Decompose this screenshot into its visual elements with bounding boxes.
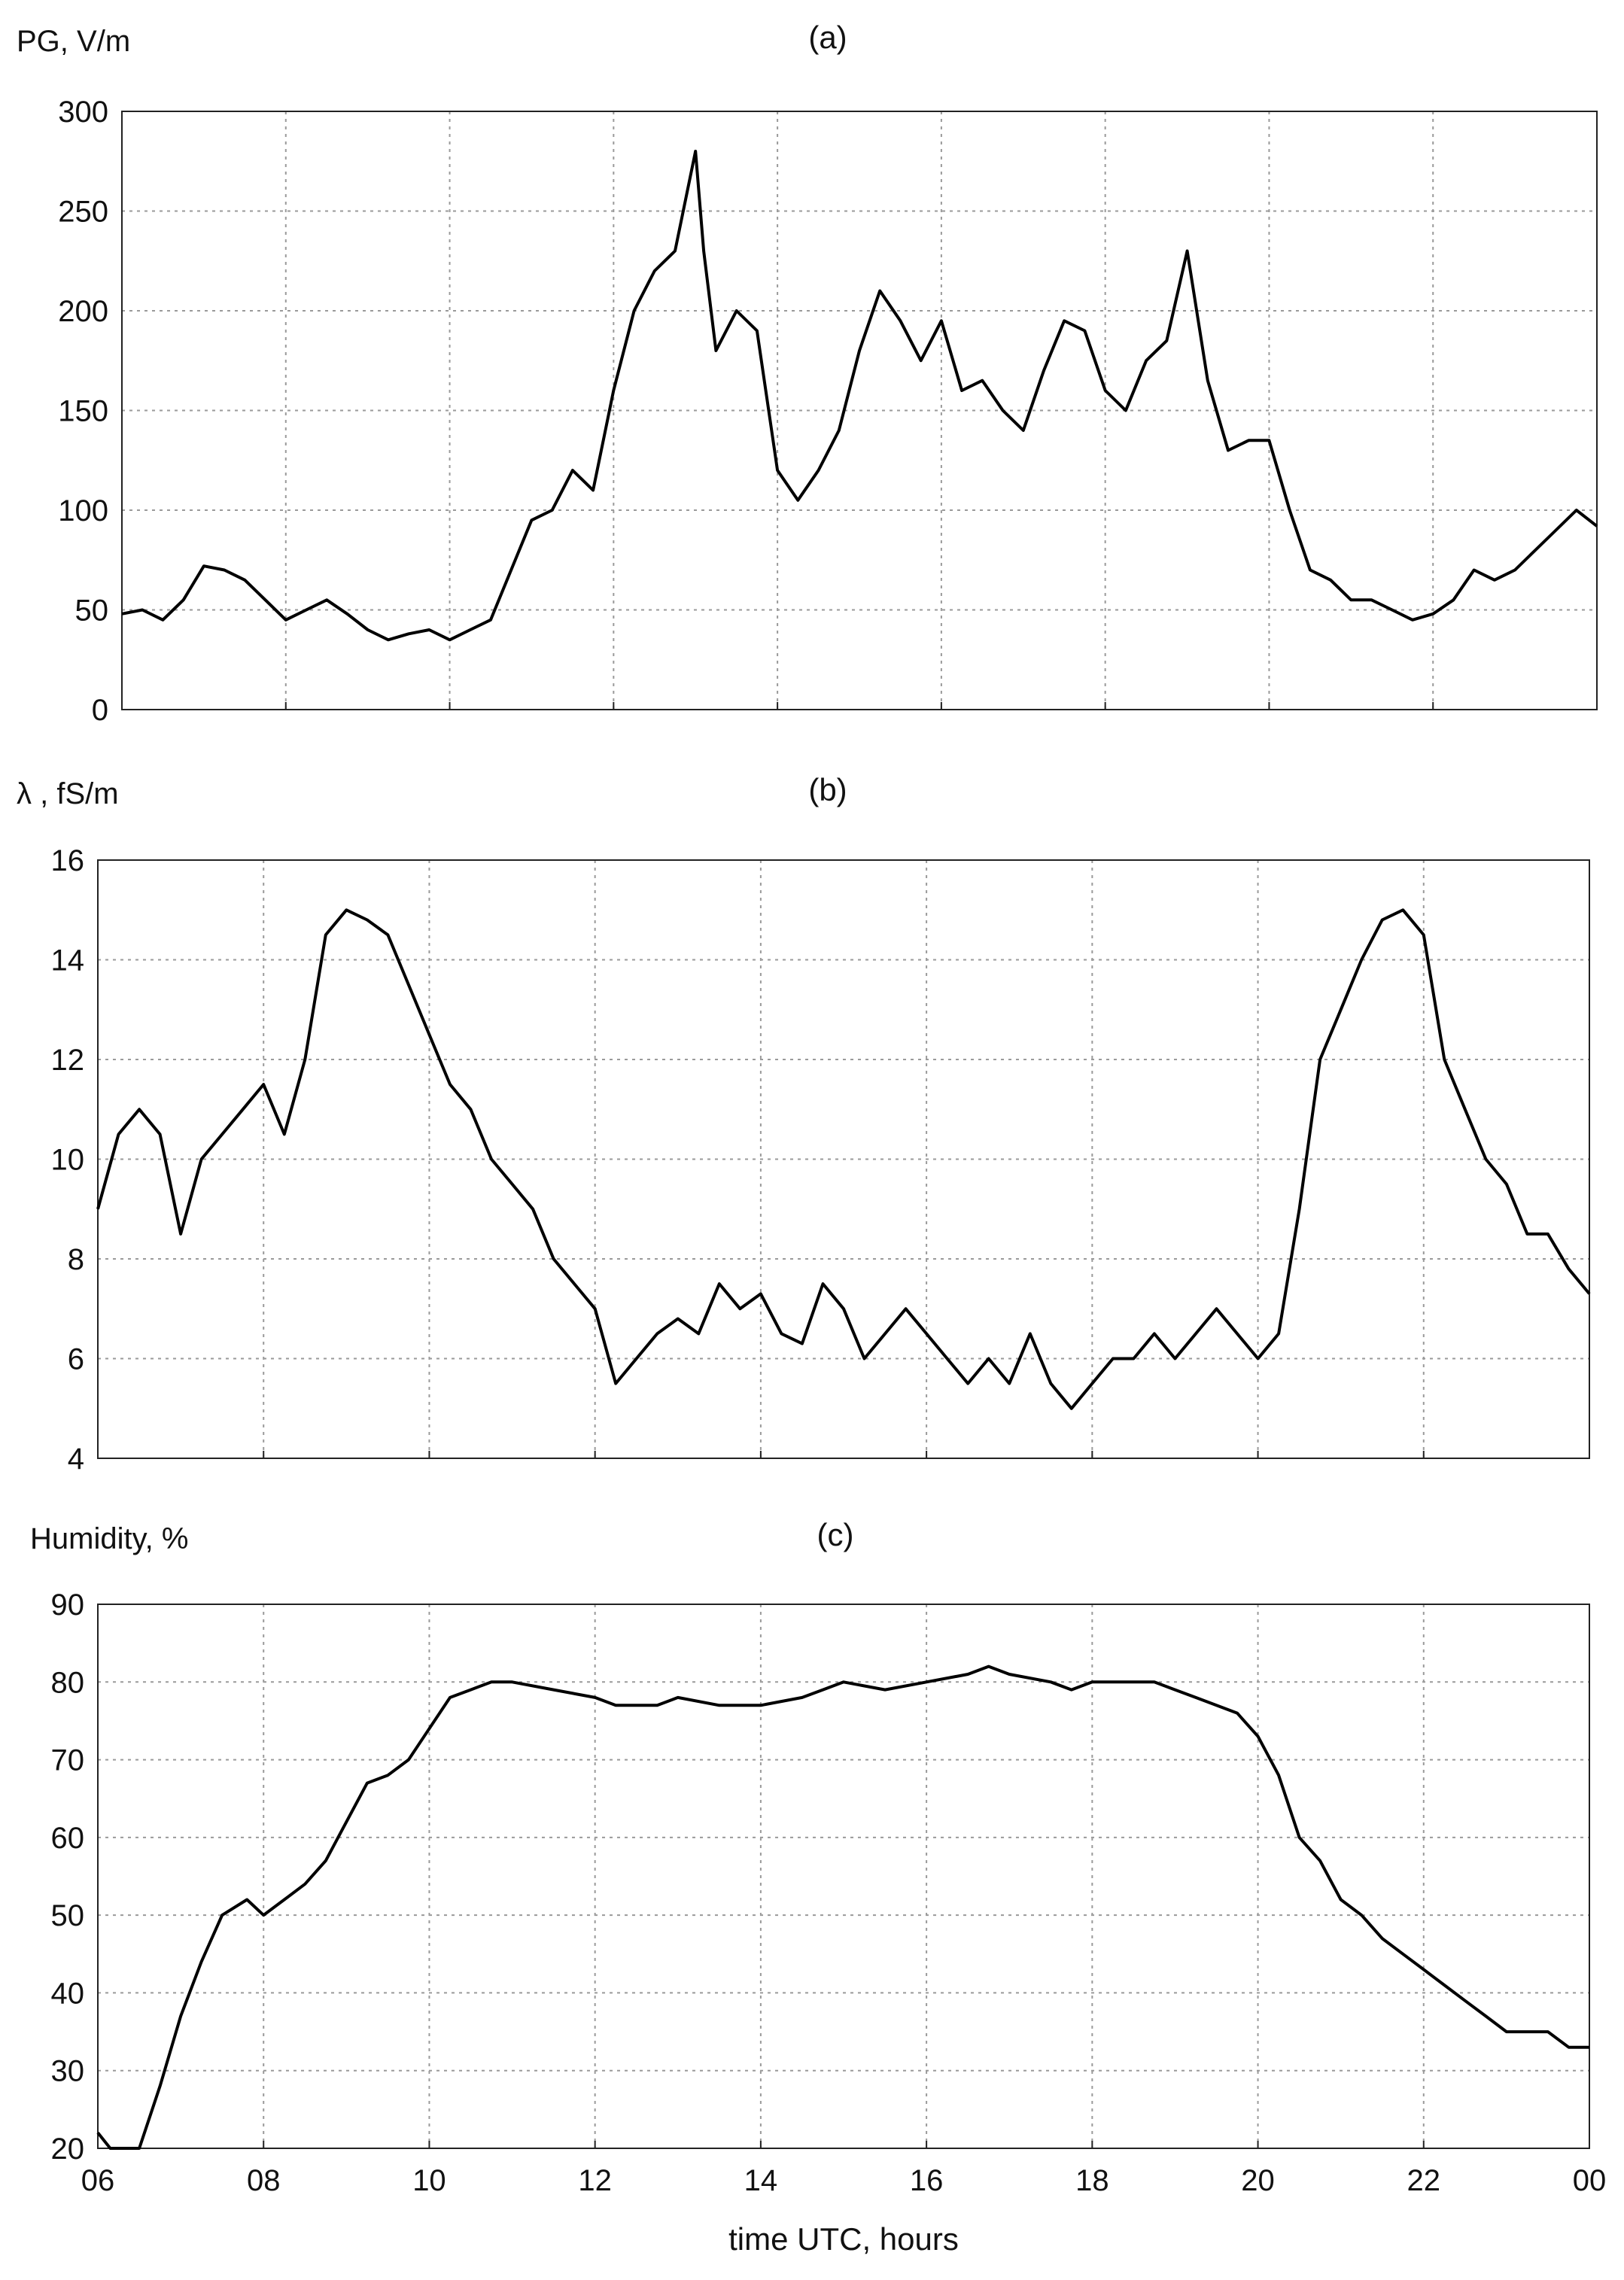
panel-a-ytick-label: 300 — [58, 96, 108, 129]
panel-a-plot-area — [121, 111, 1598, 710]
panel-a-series-line — [121, 150, 1598, 642]
panel-a-ylabel: PG, V/m — [17, 25, 130, 58]
panel-c-ytick-label: 70 — [51, 1744, 85, 1777]
panel-c-xtick-label: 00 — [1573, 2164, 1607, 2197]
panel-b-label: (b) — [808, 772, 847, 807]
panel-b-ytick-label: 14 — [51, 944, 85, 977]
panel-c-y-axis: 20 30 40 50 60 70 80 90 — [51, 1588, 85, 2166]
panel-a-ytick-label: 0 — [92, 694, 108, 727]
panel-c-grid — [98, 1604, 1589, 2148]
panel-a-y-axis: 0 50 100 150 200 250 300 — [58, 96, 108, 727]
panel-a-label: (a) — [808, 20, 847, 55]
panel-b-x-axis — [97, 1451, 1590, 1458]
panel-b-ytick-label: 12 — [51, 1044, 85, 1077]
panel-b-ytick-label: 8 — [68, 1243, 84, 1276]
panel-c-ytick-label: 30 — [51, 2055, 85, 2088]
panel-c-xtick-label: 08 — [247, 2164, 281, 2197]
panel-a-ytick-label: 250 — [58, 196, 108, 229]
panel-c-x-axis: 06 08 10 12 14 16 18 20 22 00 — [81, 2141, 1607, 2197]
panel-c-xlabel: time UTC, hours — [728, 2221, 959, 2257]
panel-b-ytick-label: 10 — [51, 1144, 85, 1177]
panel-c-xtick-label: 22 — [1407, 2164, 1441, 2197]
panel-c-xtick-label: 18 — [1075, 2164, 1109, 2197]
panel-c-xtick-label: 16 — [910, 2164, 944, 2197]
panel-b-grid — [98, 860, 1589, 1458]
panel-c-ytick-label: 90 — [51, 1588, 85, 1622]
panel-a: PG, V/m (a) 0 50 100 150 200 250 300 — [17, 20, 1598, 727]
panel-c-ytick-label: 80 — [51, 1666, 85, 1699]
panel-a-ytick-label: 150 — [58, 395, 108, 428]
panel-b: λ , fS/m (b) 4 6 8 10 12 14 16 — [17, 772, 1591, 1476]
panel-c-ylabel: Humidity, % — [30, 1522, 188, 1555]
panel-c-xtick-label: 20 — [1241, 2164, 1275, 2197]
panel-c-ytick-label: 50 — [51, 1899, 85, 1932]
panel-b-series-line — [96, 908, 1591, 1410]
panel-a-ytick-label: 50 — [75, 594, 109, 628]
panel-a-x-axis — [121, 702, 1598, 710]
panel-b-plot-area — [97, 859, 1590, 1459]
panel-b-y-axis: 4 6 8 10 12 14 16 — [51, 844, 85, 1476]
panel-c-ytick-label: 60 — [51, 1822, 85, 1855]
panel-c-label: (c) — [817, 1517, 854, 1552]
panel-c-xtick-label: 06 — [81, 2164, 115, 2197]
panel-c-series-line — [96, 1664, 1589, 2150]
panel-c-ytick-label: 20 — [51, 2133, 85, 2166]
panel-b-ytick-label: 4 — [68, 1442, 84, 1476]
panel-b-ytick-label: 16 — [51, 844, 85, 877]
panel-c-plot-area — [97, 1604, 1590, 2149]
panel-a-grid — [122, 111, 1597, 710]
panel-c-ytick-label: 40 — [51, 1977, 85, 2010]
panel-c: Humidity, % (c) 20 30 40 50 60 70 80 90 06 08 10 1… — [30, 1517, 1606, 2257]
panel-c-xtick-label: 14 — [744, 2164, 778, 2197]
panel-a-ytick-label: 100 — [58, 494, 108, 527]
panel-a-ytick-label: 200 — [58, 295, 108, 328]
panel-b-ytick-label: 6 — [68, 1343, 84, 1376]
panel-c-xtick-label: 10 — [412, 2164, 446, 2197]
panel-b-ylabel: λ , fS/m — [17, 777, 119, 810]
panel-c-xtick-label: 12 — [578, 2164, 612, 2197]
